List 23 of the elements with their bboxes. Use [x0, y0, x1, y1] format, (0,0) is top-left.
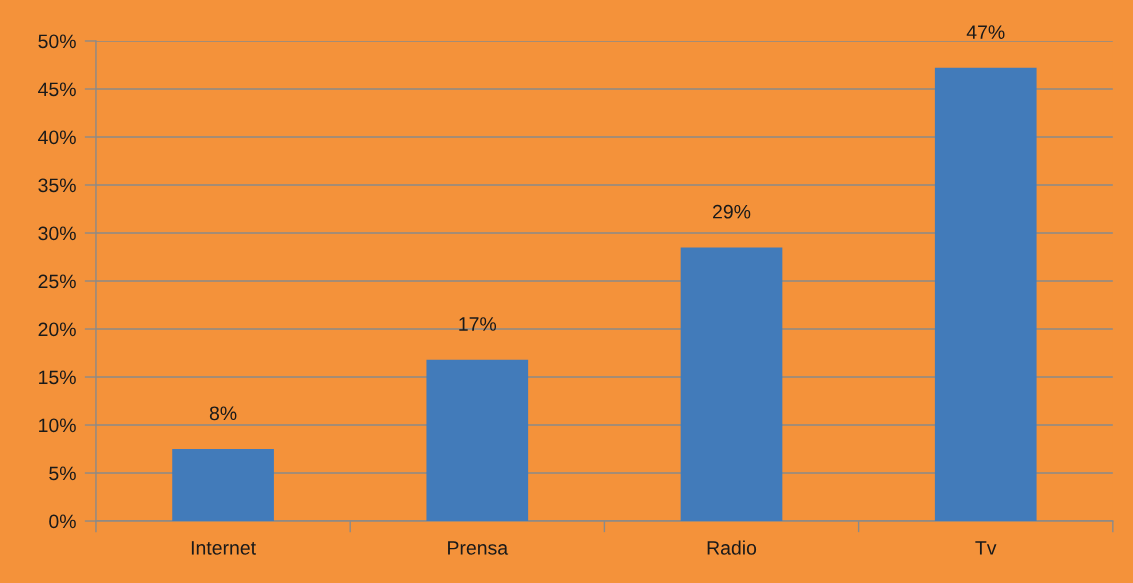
bar [172, 449, 274, 522]
x-tick-label: Radio [707, 540, 757, 555]
x-tick-label: Tv [975, 541, 997, 555]
y-tick-label: 20% [38, 322, 76, 337]
x-tick-label: Internet [191, 541, 256, 555]
data-label: 8% [209, 406, 237, 421]
y-tick-label: 45% [38, 82, 76, 97]
data-label: 29% [713, 204, 751, 219]
bar [934, 67, 1037, 522]
y-tick-label: 15% [39, 370, 76, 385]
x-tick-label: Prensa [448, 541, 509, 555]
y-tick-label: 35% [38, 178, 76, 193]
y-tick-label: 10% [39, 418, 76, 433]
y-tick-label: 0% [49, 514, 76, 529]
y-tick-label: 25% [38, 274, 76, 289]
bar [680, 247, 783, 522]
data-label: 17% [459, 317, 497, 331]
bar [426, 359, 529, 522]
y-tick-label: 50% [38, 34, 76, 49]
y-tick-label: 40% [38, 130, 76, 145]
y-tick-label: 5% [49, 466, 76, 481]
y-tick-label: 30% [38, 226, 76, 241]
data-label: 47% [966, 25, 1005, 39]
